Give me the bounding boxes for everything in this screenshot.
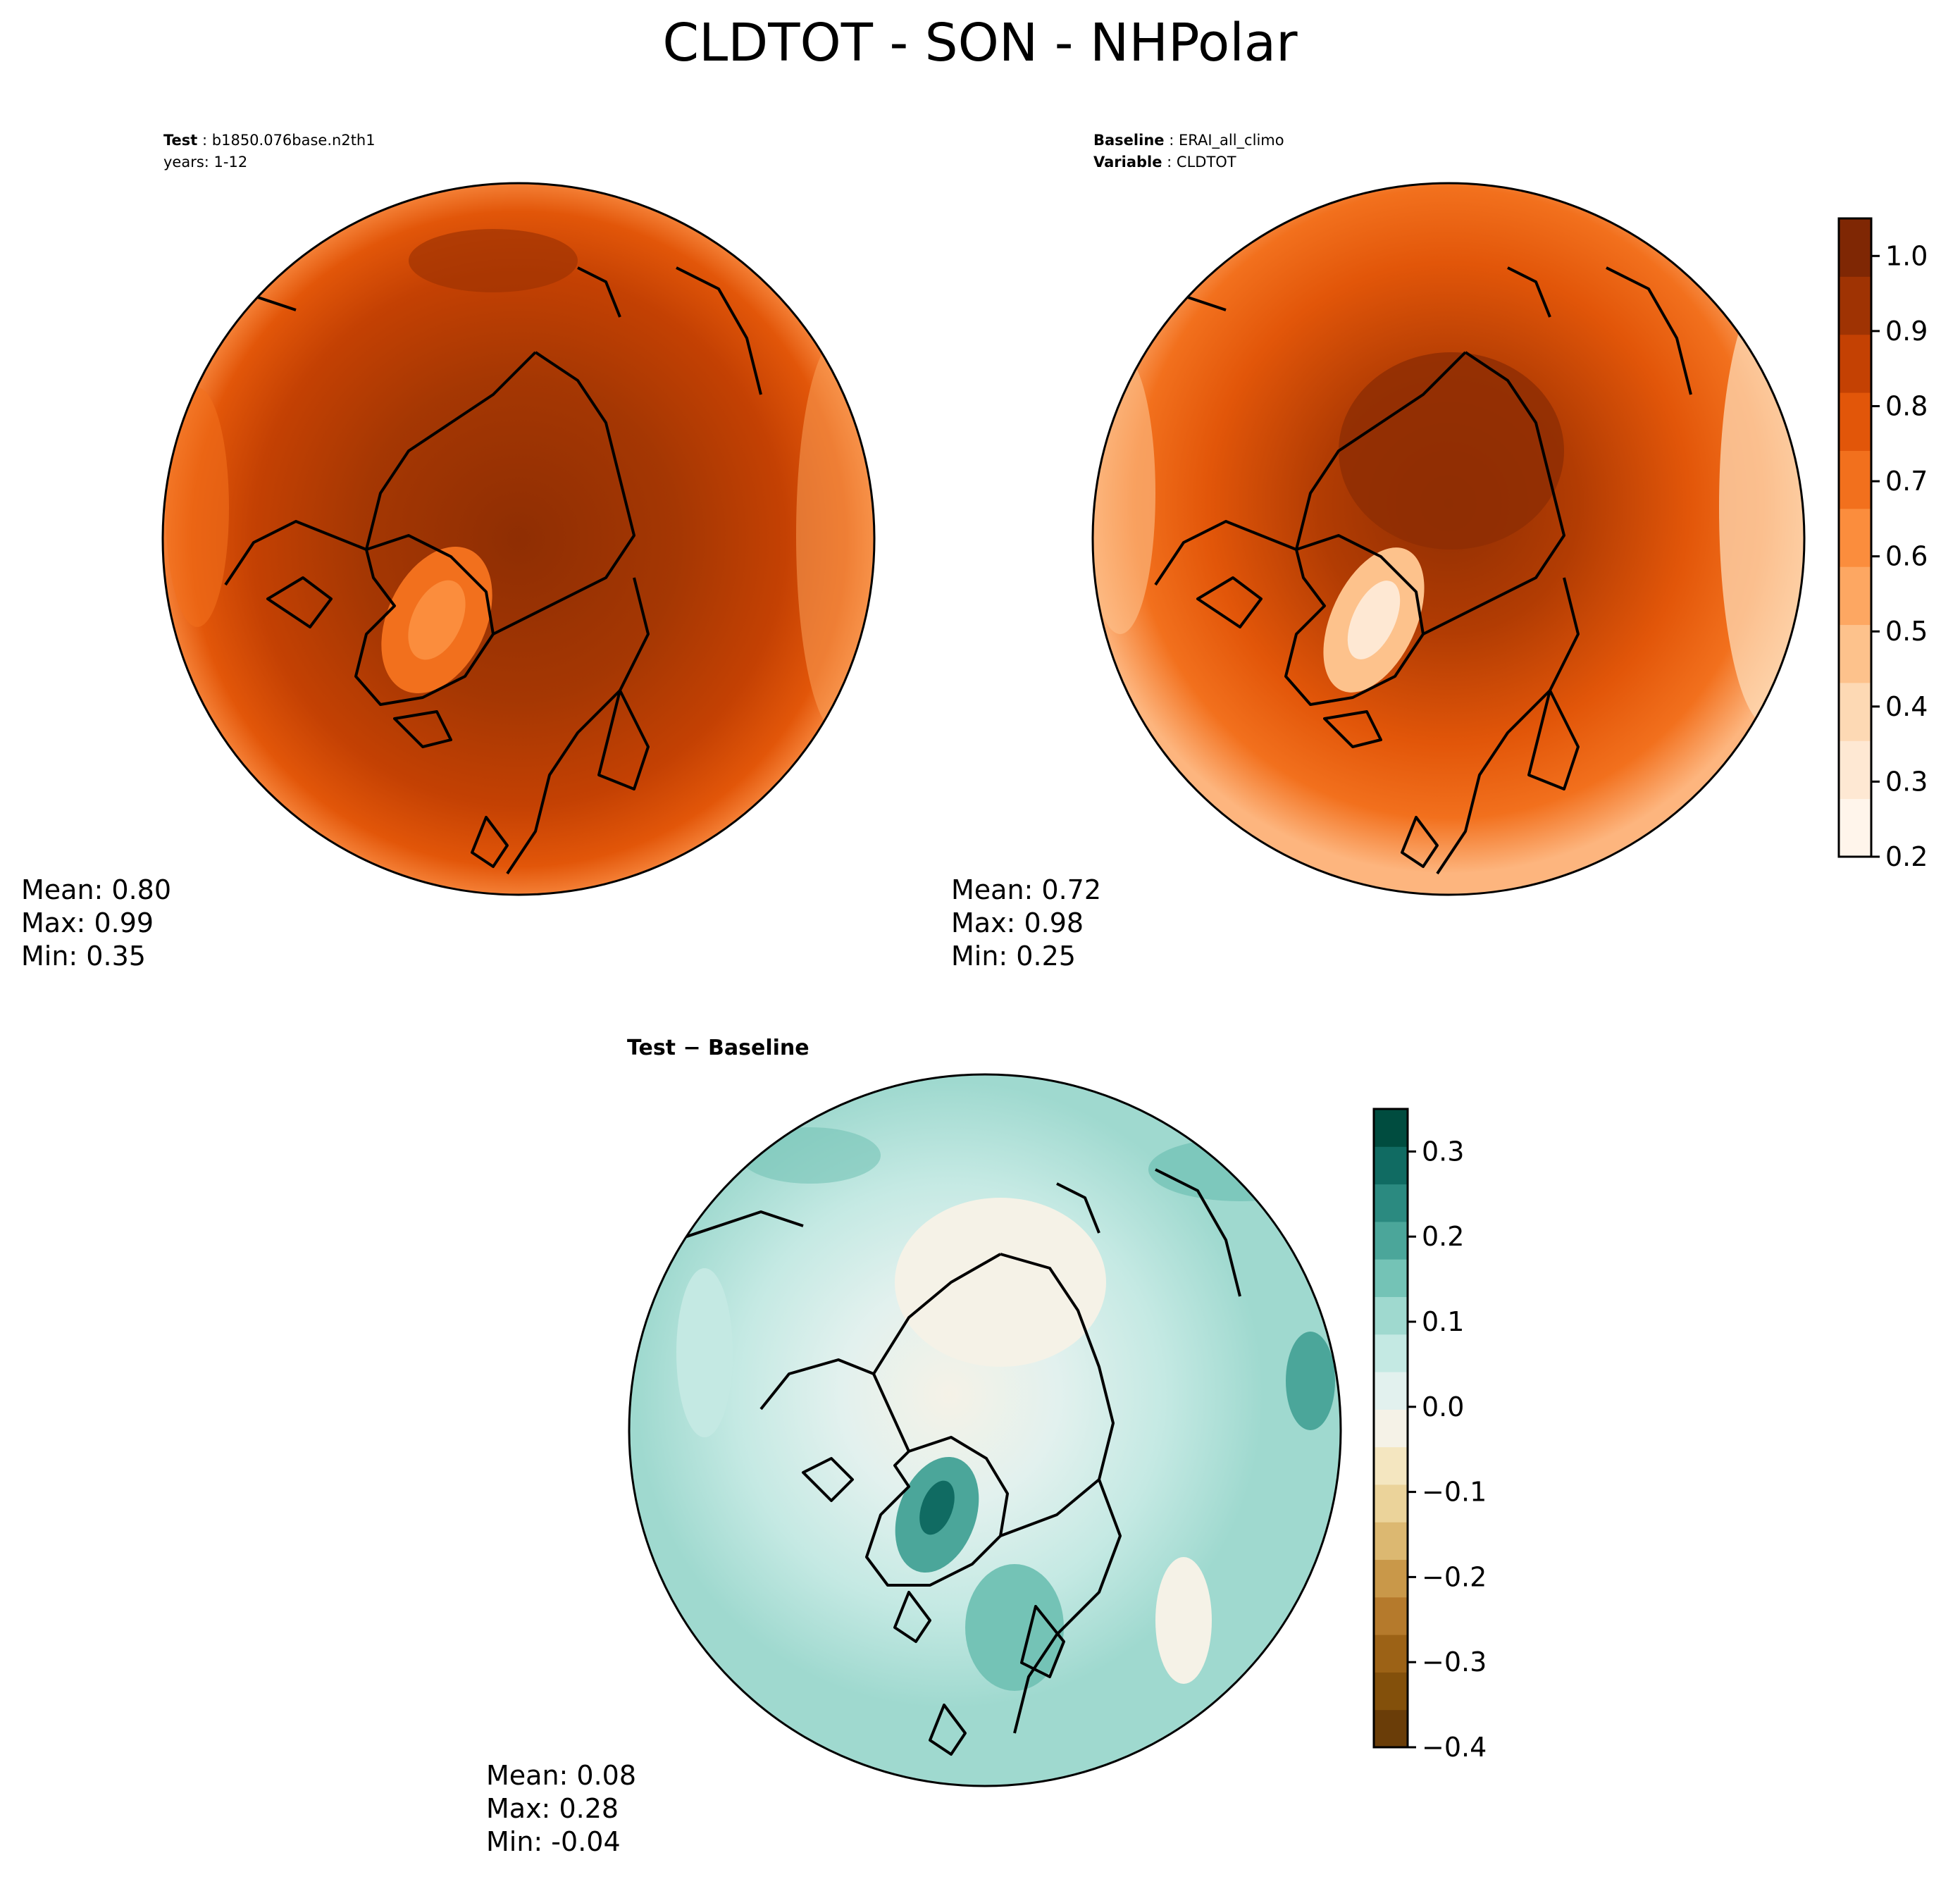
- diff-min: Min: -0.04: [486, 1826, 621, 1857]
- colorbar-oranges: 0.2 0.3 0.4 0.5 0.6 0.7 0.8 0.9 1.0: [1837, 217, 1928, 872]
- oranges-swatch: [1839, 740, 1871, 800]
- brbg-swatch: [1374, 1184, 1408, 1222]
- test-years: years: 1-12: [163, 154, 248, 170]
- brbg-swatch: [1374, 1334, 1408, 1372]
- brbg-swatch: [1374, 1259, 1408, 1297]
- brbg-tick-label: 0.3: [1422, 1136, 1464, 1167]
- test-label-value: b1850.076base.n2th1: [211, 132, 376, 149]
- oranges-tick-label: 0.7: [1885, 466, 1928, 497]
- oranges-swatch: [1839, 334, 1871, 393]
- diff-stats: Mean: 0.08 Max: 0.28 Min: -0.04: [486, 1759, 636, 1859]
- brbg-swatch: [1374, 1596, 1408, 1635]
- brbg-swatch: [1374, 1672, 1408, 1711]
- brbg-swatch: [1374, 1146, 1408, 1185]
- baseline-mean: Mean: 0.72: [951, 874, 1102, 905]
- brbg-swatch: [1374, 1221, 1408, 1260]
- test-max: Max: 0.99: [21, 907, 154, 938]
- diff-map-border: [628, 1073, 1342, 1787]
- test-map-features: [166, 229, 874, 875]
- diff-max: Max: 0.28: [486, 1793, 619, 1824]
- test-min: Min: 0.35: [21, 941, 146, 972]
- oranges-swatch: [1839, 276, 1871, 335]
- oranges-tick-label: 0.6: [1885, 541, 1928, 572]
- brbg-swatch: [1374, 1709, 1408, 1748]
- brbg-swatch: [1374, 1522, 1408, 1561]
- baseline-stats: Mean: 0.72 Max: 0.98 Min: 0.25: [951, 874, 1101, 973]
- diff-panel-title: Test − Baseline: [627, 1036, 810, 1060]
- oranges-swatch: [1839, 508, 1871, 567]
- baseline-label-value: ERAI_all_climo: [1178, 132, 1284, 149]
- brbg-tick-label: 0.2: [1422, 1221, 1464, 1252]
- brbg-tick-label: −0.2: [1422, 1561, 1487, 1592]
- brbg-swatch: [1374, 1109, 1408, 1147]
- oranges-swatch: [1839, 682, 1871, 741]
- brbg-tick-label: −0.1: [1422, 1477, 1487, 1508]
- oranges-swatch: [1839, 218, 1871, 277]
- oranges-border: [1837, 217, 1873, 858]
- brbg-swatch: [1374, 1409, 1408, 1448]
- oranges-swatch: [1839, 624, 1871, 683]
- brbg-tick-label: 0.1: [1422, 1306, 1464, 1337]
- oranges-tick-label: 0.4: [1885, 691, 1928, 722]
- baseline-map: [1091, 182, 1806, 896]
- test-panel-header: Test : b1850.076base.n2th1 years: 1-12: [163, 130, 376, 173]
- brbg-swatch: [1374, 1559, 1408, 1598]
- diff-mean: Mean: 0.08: [486, 1760, 637, 1791]
- brbg-tick-label: 0.0: [1422, 1391, 1464, 1422]
- oranges-tick-label: 0.9: [1885, 316, 1928, 347]
- test-map: [161, 182, 876, 896]
- brbg-swatch: [1374, 1296, 1408, 1335]
- baseline-label-key: Baseline: [1093, 132, 1165, 149]
- baseline-panel-header: Baseline : ERAI_all_climo Variable : CLD…: [1093, 132, 1284, 170]
- test-label-key: Test: [163, 132, 198, 149]
- oranges-tick-label: 0.2: [1885, 841, 1928, 872]
- oranges-swatch: [1839, 450, 1871, 509]
- brbg-tick-label: −0.4: [1422, 1732, 1487, 1763]
- baseline-map-border: [1091, 182, 1806, 896]
- oranges-tick-label: 1.0: [1885, 240, 1928, 271]
- brbg-swatch: [1374, 1446, 1408, 1485]
- oranges-swatch: [1839, 566, 1871, 626]
- variable-label-key: Variable: [1093, 154, 1162, 170]
- test-map-border: [161, 182, 876, 896]
- oranges-swatch: [1839, 798, 1871, 857]
- baseline-max: Max: 0.98: [951, 907, 1084, 938]
- brbg-swatch: [1374, 1484, 1408, 1523]
- test-map-fill: [163, 183, 874, 895]
- brbg-border: [1372, 1108, 1409, 1749]
- oranges-swatch: [1839, 392, 1871, 451]
- oranges-tick-label: 0.5: [1885, 616, 1928, 647]
- oranges-tick-label: 0.3: [1885, 766, 1928, 797]
- oranges-tick-label: 0.8: [1885, 390, 1928, 421]
- test-stats: Mean: 0.80 Max: 0.99 Min: 0.35: [21, 874, 171, 973]
- baseline-min: Min: 0.25: [951, 941, 1076, 972]
- brbg-tick-label: −0.3: [1422, 1647, 1487, 1678]
- diff-map: [628, 1073, 1342, 1787]
- brbg-swatch: [1374, 1372, 1408, 1410]
- colorbar-brbg: −0.4 −0.3 −0.2 −0.1 0.0 0.1 0.2 0.3: [1372, 1108, 1487, 1763]
- test-mean: Mean: 0.80: [21, 874, 172, 905]
- figure-title: CLDTOT - SON - NHPolar: [662, 13, 1298, 73]
- variable-label-value: CLDTOT: [1176, 154, 1236, 170]
- brbg-swatch: [1374, 1635, 1408, 1673]
